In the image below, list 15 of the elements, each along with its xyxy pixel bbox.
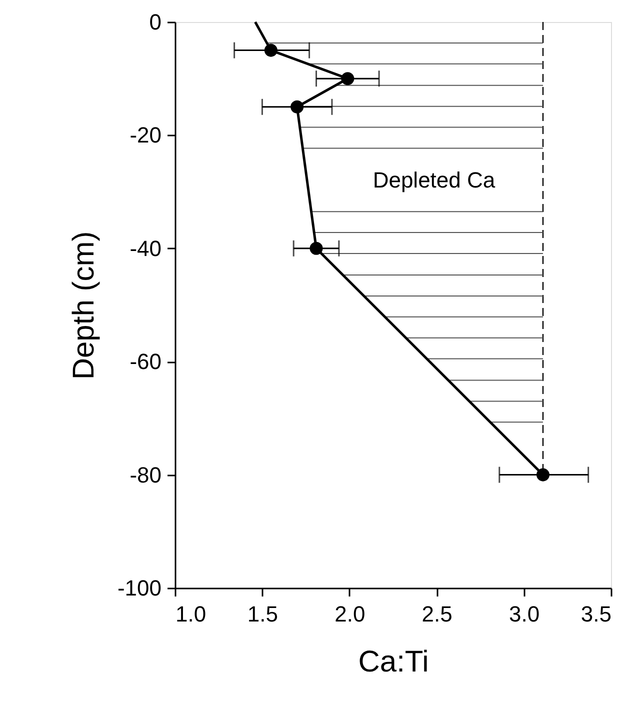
x-tick-label: 3.5 xyxy=(580,602,612,626)
x-tick-label: 2.0 xyxy=(334,602,366,626)
y-tick-label: 0 xyxy=(149,10,162,34)
y-tick-label: -20 xyxy=(130,122,162,148)
y-tick-label: -40 xyxy=(130,236,162,261)
y-axis-title: Depth (cm) xyxy=(67,231,100,380)
x-axis-title: Ca:Ti xyxy=(358,646,429,678)
y-tick-label: -80 xyxy=(130,462,162,488)
x-tick-label: 1.0 xyxy=(176,602,206,626)
x-tick-label: 3.0 xyxy=(509,602,540,626)
x-tick-label: 1.5 xyxy=(247,602,278,626)
annotation: Depleted Ca xyxy=(372,167,496,192)
y-tick-label: -100 xyxy=(117,576,162,600)
x-tick-label: 2.5 xyxy=(422,602,452,626)
y-tick-label: -60 xyxy=(130,349,162,374)
